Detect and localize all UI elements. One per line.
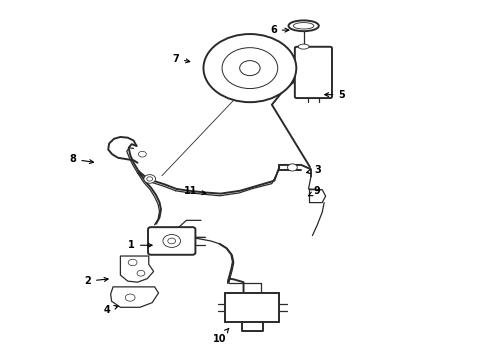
Text: 9: 9 (308, 186, 320, 197)
Circle shape (144, 175, 156, 183)
Ellipse shape (289, 21, 319, 31)
Polygon shape (121, 256, 154, 282)
Ellipse shape (294, 23, 314, 29)
Circle shape (125, 294, 135, 301)
Circle shape (222, 48, 278, 89)
Circle shape (240, 60, 260, 76)
Circle shape (203, 34, 296, 102)
Text: 6: 6 (270, 25, 289, 35)
Text: 8: 8 (70, 154, 94, 164)
Circle shape (139, 151, 147, 157)
Text: 11: 11 (184, 186, 206, 197)
Text: 4: 4 (104, 305, 118, 315)
FancyBboxPatch shape (148, 227, 196, 255)
Circle shape (128, 259, 137, 266)
Circle shape (147, 177, 153, 181)
Text: 7: 7 (172, 54, 190, 64)
Text: 3: 3 (307, 165, 320, 175)
Text: 1: 1 (128, 240, 152, 250)
Circle shape (288, 164, 297, 171)
Ellipse shape (298, 44, 309, 49)
Text: 2: 2 (84, 276, 108, 286)
Text: 10: 10 (213, 328, 229, 343)
Circle shape (163, 234, 180, 247)
Bar (225, 293, 279, 321)
Circle shape (168, 238, 175, 244)
Text: 5: 5 (325, 90, 345, 100)
FancyBboxPatch shape (295, 47, 332, 98)
Polygon shape (111, 287, 159, 307)
Circle shape (137, 270, 145, 276)
